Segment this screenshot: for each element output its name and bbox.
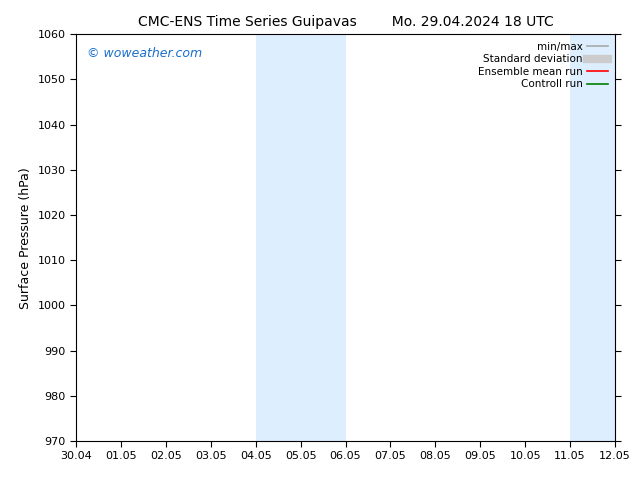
Bar xyxy=(570,34,615,441)
Y-axis label: Surface Pressure (hPa): Surface Pressure (hPa) xyxy=(19,167,32,309)
Text: © woweather.com: © woweather.com xyxy=(87,47,202,59)
Legend: min/max, Standard deviation, Ensemble mean run, Controll run: min/max, Standard deviation, Ensemble me… xyxy=(476,40,610,92)
Title: CMC-ENS Time Series Guipavas        Mo. 29.04.2024 18 UTC: CMC-ENS Time Series Guipavas Mo. 29.04.2… xyxy=(138,15,553,29)
Bar xyxy=(256,34,346,441)
